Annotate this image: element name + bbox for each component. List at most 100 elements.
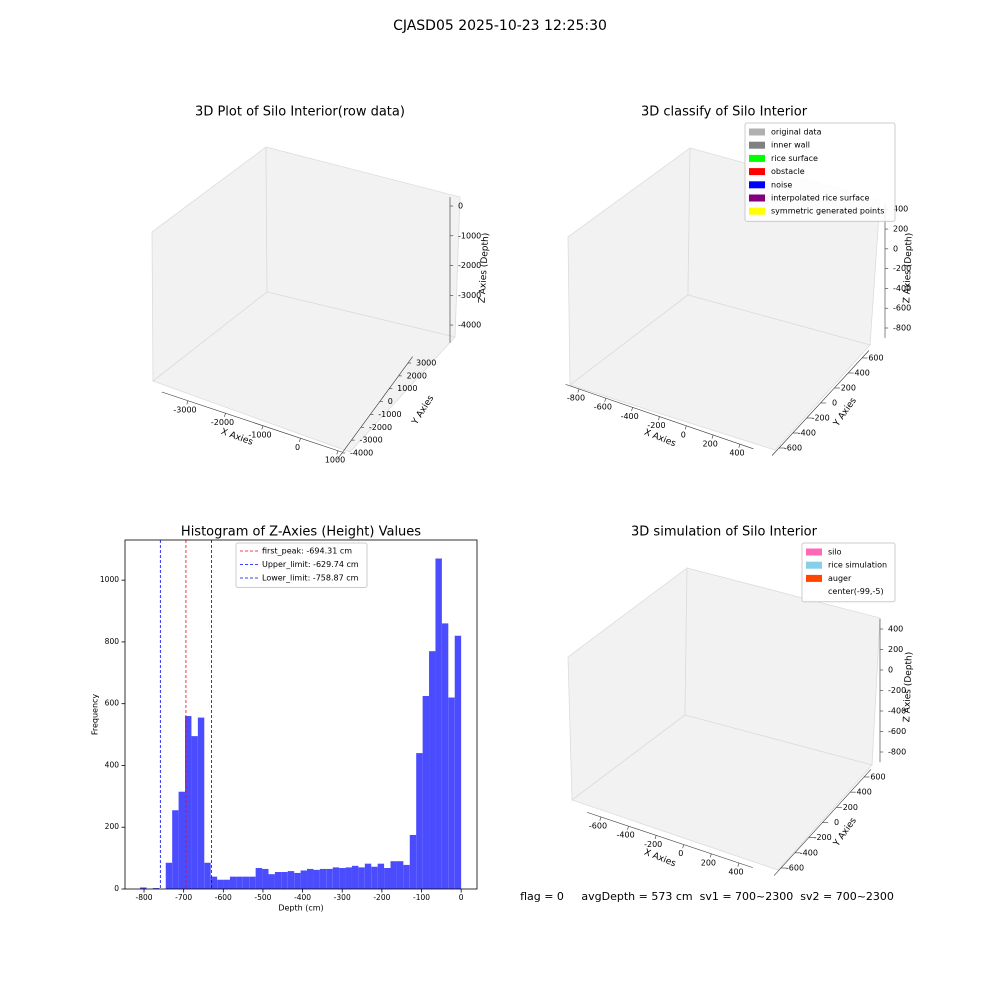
x-tick <box>604 398 607 402</box>
bar <box>140 887 147 889</box>
bar <box>326 868 333 889</box>
bar <box>294 872 301 889</box>
z-axis-label: Z Axies (Depth) <box>902 652 914 723</box>
bar <box>448 697 455 889</box>
bar <box>454 635 462 889</box>
bar <box>351 865 359 889</box>
x-tick <box>186 400 189 405</box>
y-tick-label: 600 <box>868 354 883 363</box>
chart-title: 3D simulation of Silo Interior <box>631 525 818 540</box>
x-tick-label: -800 <box>136 893 153 902</box>
z-axis-label: Z Axies (Depth) <box>902 233 914 304</box>
suptitle: CJASD05 2025-10-23 12:25:30 <box>393 18 607 34</box>
x-axis <box>565 384 754 450</box>
bar <box>287 871 295 889</box>
bar <box>429 651 436 889</box>
y-tick-label: -600 <box>786 864 804 873</box>
bar <box>300 870 308 889</box>
y-tick-label: -400 <box>798 429 816 438</box>
bar <box>262 868 269 889</box>
x-tick <box>224 413 226 417</box>
x-tick-label: 0 <box>678 849 683 858</box>
z-tick-label: -600 <box>893 304 911 313</box>
x-tick <box>261 425 264 430</box>
bar <box>390 861 397 889</box>
z-tick-label: 200 <box>888 645 903 654</box>
z-tick-label: -400 <box>888 707 906 716</box>
x-tick-label: -200 <box>644 840 662 849</box>
x-tick-label: -800 <box>567 394 585 403</box>
x-tick-label: -600 <box>215 893 232 902</box>
y-axis <box>337 356 413 460</box>
legend-swatch <box>749 128 765 136</box>
bar <box>191 736 198 889</box>
x-tick-label: -700 <box>175 893 192 902</box>
legend-swatch <box>749 154 765 162</box>
bar <box>268 874 275 889</box>
legend-swatch <box>749 168 765 176</box>
x-tick <box>709 853 712 858</box>
legend-label: symmetric generated points <box>771 207 884 216</box>
y-tick-label: 400 <box>857 788 872 797</box>
legend-label: noise <box>771 180 792 189</box>
y-tick-label: 0 <box>834 818 839 827</box>
y-axis-label: Frequency <box>91 694 100 736</box>
y-tick-label: 2000 <box>407 371 427 380</box>
legend-swatch <box>806 588 822 596</box>
bar <box>435 558 442 889</box>
x-tick-label: -1000 <box>248 430 271 439</box>
x-axis <box>161 391 342 453</box>
bar <box>236 876 243 889</box>
bar <box>217 879 224 889</box>
y-tick-label: 0 <box>114 884 119 893</box>
legend-label: Lower_limit: -758.87 cm <box>262 574 359 583</box>
x-tick-label: -600 <box>589 822 607 831</box>
x-tick-label: 0 <box>681 430 686 439</box>
bar <box>165 862 173 889</box>
z-tick-label: -800 <box>888 748 906 757</box>
legend-label: silo <box>828 548 842 557</box>
bar <box>384 867 391 889</box>
y-tick-label: 400 <box>105 760 120 769</box>
bar <box>172 810 179 889</box>
y-tick-label: 800 <box>105 637 120 646</box>
x-tick-label: 0 <box>459 893 464 902</box>
x-tick-label: 400 <box>728 868 743 877</box>
x-tick <box>738 444 741 448</box>
x-tick-label: -400 <box>294 893 311 902</box>
z-tick-label: -600 <box>888 727 906 736</box>
x-tick-label: -3000 <box>173 405 196 414</box>
y-tick-label: 1000 <box>100 575 119 584</box>
z-axis-label: Z Axies (Depth) <box>478 233 492 304</box>
chart-title: 3D Plot of Silo Interior(row data) <box>195 105 405 120</box>
y-tick-label: 3000 <box>416 359 436 368</box>
bar <box>416 753 423 889</box>
x-tick-label: -200 <box>373 893 390 902</box>
bar <box>307 868 314 889</box>
bar <box>403 864 410 889</box>
y-tick-label: 200 <box>841 384 856 393</box>
legend-label: original data <box>771 128 822 137</box>
bar <box>281 872 288 889</box>
bar <box>441 623 449 889</box>
bar <box>223 879 230 889</box>
z-tick-label: -200 <box>893 264 911 273</box>
x-tick-label: 200 <box>701 858 716 867</box>
x-tick-label: -600 <box>594 403 612 412</box>
y-tick-label: 600 <box>105 699 120 708</box>
legend-swatch <box>749 194 765 202</box>
bar <box>204 862 211 889</box>
bar <box>332 867 340 889</box>
bar <box>249 876 256 889</box>
x-tick-label: 400 <box>729 449 744 458</box>
x-axis <box>587 812 753 868</box>
x-tick-label: 200 <box>703 440 718 449</box>
bar <box>358 867 365 889</box>
x-tick <box>658 416 660 421</box>
z-tick-label: 0 <box>893 244 898 253</box>
x-tick <box>682 844 685 849</box>
x-tick <box>577 388 580 393</box>
legend-swatch <box>749 181 765 189</box>
chart-title: 3D classify of Silo Interior <box>641 105 808 120</box>
z-tick-label: -2000 <box>458 261 481 270</box>
